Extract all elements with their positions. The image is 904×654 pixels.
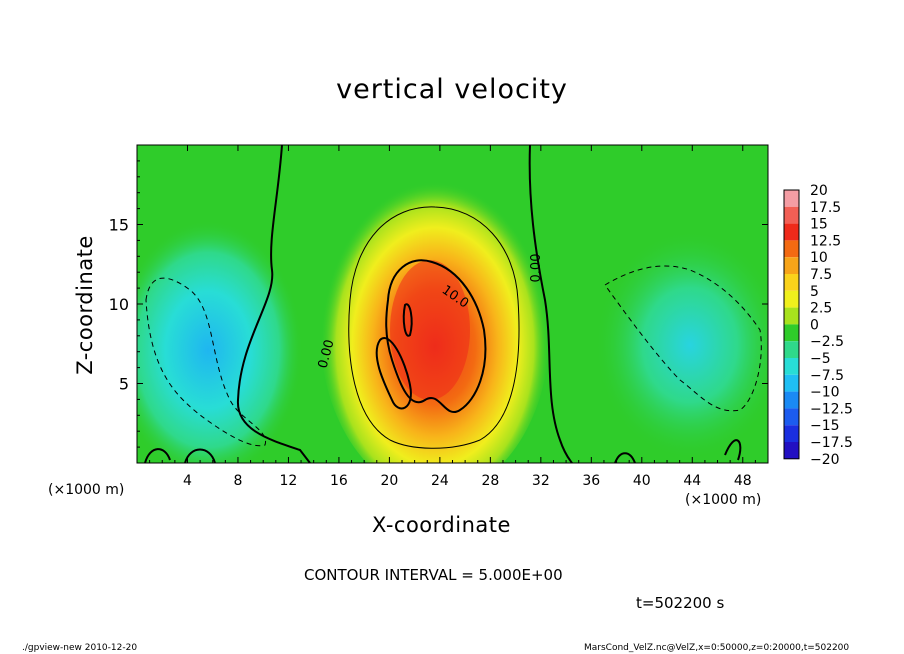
x-axis: 4 8 12 16 20 24 28 32 36 40 44 48 [149, 145, 756, 489]
x-tick-label: 28 [481, 473, 499, 489]
colorbar-swatch [784, 358, 799, 375]
updraft-peak [390, 260, 470, 400]
colorbar: 2017.51512.5107.552.50−2.5−5−7.5−10−12.5… [783, 183, 853, 468]
x-tick-label: 12 [280, 473, 298, 489]
colorbar-label: 7.5 [810, 267, 832, 283]
colorbar-label: −17.5 [810, 435, 853, 451]
colorbar-label: 12.5 [810, 233, 841, 249]
y-tick-label: 10 [109, 295, 129, 314]
contour-neg5-right [604, 265, 762, 412]
colorbar-swatch [784, 425, 799, 442]
y-tick-label: 15 [109, 216, 129, 235]
colorbar-label: 0 [810, 317, 819, 333]
colorbar-label: −10 [810, 385, 840, 401]
colorbar-label: −20 [810, 452, 840, 468]
colorbar-label: 2.5 [810, 301, 832, 317]
colorbar-label: 17.5 [810, 200, 841, 216]
contour-neg5-left [145, 277, 266, 447]
colorbar-swatch [784, 190, 799, 207]
colorbar-swatch [784, 240, 799, 258]
colorbar-swatch [784, 307, 799, 325]
x-tick-label: 44 [683, 473, 701, 489]
x-axis-label: X-coordinate [372, 513, 511, 537]
colorbar-label: 10 [810, 250, 828, 266]
colorbar-label: 20 [810, 183, 828, 199]
contour-label: 0.00 [316, 338, 338, 370]
time-stamp: t=502200 s [636, 594, 725, 612]
downdraft-left [137, 220, 303, 463]
colorbar-swatch [784, 341, 799, 358]
colorbar-swatch [784, 324, 799, 342]
colorbar-swatch [784, 206, 799, 224]
colorbar-label: −2.5 [810, 334, 844, 350]
downdraft-right [595, 230, 768, 460]
contour-label: 0.00 [529, 254, 544, 283]
colorbar-label: −12.5 [810, 401, 853, 417]
colorbar-swatch [784, 257, 799, 274]
colorbar-label: −15 [810, 418, 840, 434]
chart-title: vertical velocity [336, 74, 568, 105]
colorbar-swatch [784, 374, 799, 392]
x-tick-label: 8 [233, 473, 242, 489]
colorbar-label: −7.5 [810, 368, 844, 384]
colorbar-label: 15 [810, 217, 828, 233]
colorbar-label: 5 [810, 284, 819, 300]
x-tick-label: 20 [380, 473, 398, 489]
footer-left-note: ./gpview-new 2010-12-20 [22, 643, 138, 653]
colorbar-frame [783, 189, 800, 460]
heatmap-field [137, 145, 768, 463]
colorbar-swatch [784, 442, 799, 459]
colorbar-swatch [784, 274, 799, 291]
colorbar-swatch [784, 408, 799, 426]
colorbar-label: −5 [810, 351, 831, 367]
colorbar-swatch [784, 290, 799, 308]
x-tick-label: 4 [183, 473, 192, 489]
x-tick-label: 16 [330, 473, 348, 489]
x-tick-label: 24 [431, 473, 449, 489]
x-tick-label: 32 [532, 473, 550, 489]
zero-contour-right [528, 145, 573, 463]
colorbar-swatch [784, 391, 799, 409]
footer-right-note: MarsCond_VelZ.nc@VelZ,x=0:50000,z=0:2000… [584, 643, 850, 653]
contour-10-lobe [375, 337, 412, 410]
contour-15 [402, 303, 413, 337]
colorbar-swatch [784, 223, 799, 241]
contour-5 [348, 206, 520, 449]
zero-contour-left [236, 145, 311, 463]
y-tick-label: 5 [119, 375, 129, 394]
x-tick-label: 40 [633, 473, 651, 489]
x-tick-label: 48 [734, 473, 752, 489]
contour-10 [385, 259, 487, 413]
contour-interval-note: CONTOUR INTERVAL = 5.000E+00 [304, 566, 563, 584]
y-axis: 5 10 15 [109, 160, 768, 448]
contour-surface-blobs [144, 439, 742, 463]
x-axis-unit-left: (×1000 m) [48, 482, 125, 498]
x-tick-label: 36 [582, 473, 600, 489]
x-axis-unit-right: (×1000 m) [685, 492, 762, 508]
